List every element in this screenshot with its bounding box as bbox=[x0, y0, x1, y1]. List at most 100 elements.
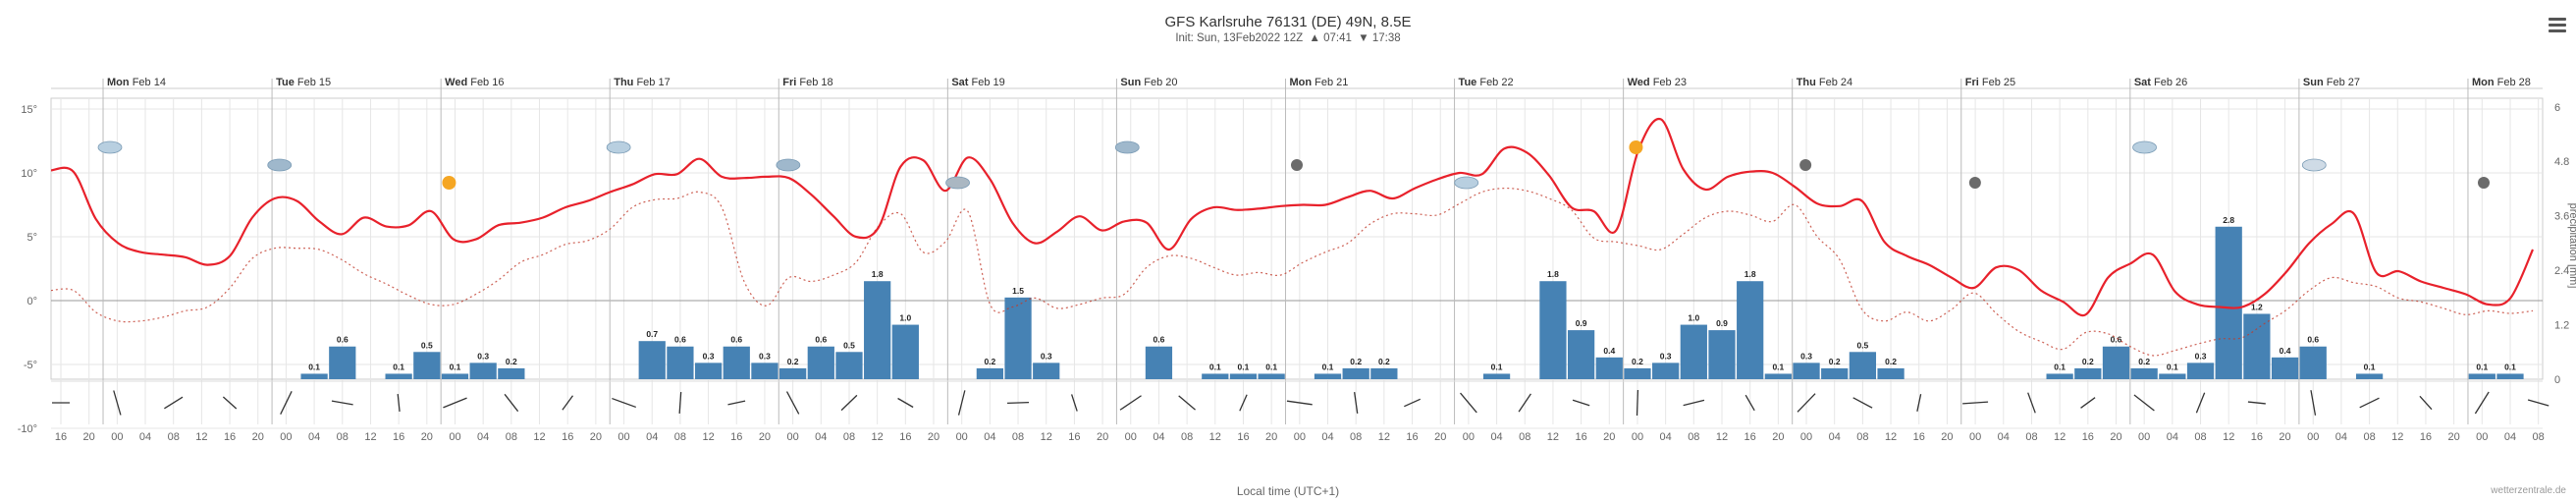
hour-tick-label: 16 bbox=[562, 431, 573, 443]
hour-tick-label: 08 bbox=[2363, 431, 2375, 443]
hour-tick-label: 20 bbox=[1941, 431, 1953, 443]
precip-bar bbox=[2299, 346, 2327, 379]
y-left-tick-label: 5° bbox=[27, 232, 37, 244]
precip-bar bbox=[1708, 330, 1736, 379]
precip-bar bbox=[1764, 373, 1792, 379]
hour-tick-label: 00 bbox=[2138, 431, 2150, 443]
hour-tick-label: 00 bbox=[956, 431, 968, 443]
day-label: Tue Feb 15 bbox=[276, 77, 331, 88]
precip-value-label: 0.9 bbox=[1576, 318, 1587, 328]
hour-tick-label: 08 bbox=[843, 431, 855, 443]
wind-barbs bbox=[51, 380, 2549, 417]
precip-value-label: 0.2 bbox=[2082, 357, 2094, 366]
hour-tick-label: 16 bbox=[1406, 431, 1418, 443]
precip-value-label: 0.1 bbox=[1209, 362, 1221, 371]
wind-barb-icon bbox=[2133, 394, 2155, 412]
precip-value-label: 0.1 bbox=[1238, 362, 1250, 371]
precip-bar bbox=[779, 367, 807, 379]
hour-tick-label: 04 bbox=[1153, 431, 1164, 443]
precip-value-label: 1.8 bbox=[872, 269, 884, 279]
fog-icon bbox=[945, 176, 970, 190]
hour-tick-label: 16 bbox=[2420, 431, 2432, 443]
precip-value-label: 0.2 bbox=[2138, 357, 2150, 366]
wind-barb-icon bbox=[897, 397, 914, 409]
y-right-tick-label: 0 bbox=[2554, 374, 2560, 386]
wind-barb-icon bbox=[443, 397, 467, 409]
hour-tick-label: 08 bbox=[1350, 431, 1362, 443]
rain-icon bbox=[267, 158, 293, 172]
day-label: Mon Feb 28 bbox=[2472, 77, 2531, 88]
precip-bar bbox=[1652, 363, 1680, 379]
precip-value-label: 0.2 bbox=[1885, 357, 1897, 366]
precip-bar bbox=[1229, 373, 1258, 379]
precip-value-label: 0.1 bbox=[1772, 362, 1784, 371]
snow-icon bbox=[2301, 158, 2327, 172]
day-label: Sat Feb 19 bbox=[951, 77, 1004, 88]
wind-barb-icon bbox=[785, 391, 800, 415]
cloud-icon bbox=[97, 140, 123, 154]
precip-bar bbox=[1737, 281, 1764, 379]
wind-barb-icon bbox=[504, 393, 519, 413]
precip-bar bbox=[864, 281, 891, 379]
sunset-time: 17:38 bbox=[1371, 32, 1401, 44]
precip-value-label: 0.2 bbox=[506, 357, 517, 366]
precip-bar bbox=[1145, 346, 1173, 379]
wind-barb-icon bbox=[1962, 401, 1989, 405]
hour-tick-label: 04 bbox=[1660, 431, 1672, 443]
precip-value-label: 0.2 bbox=[1829, 357, 1841, 366]
hour-tick-label: 20 bbox=[1434, 431, 1446, 443]
hour-tick-label: 04 bbox=[2167, 431, 2178, 443]
precip-value-label: 0.2 bbox=[1632, 357, 1643, 366]
day-label: Fri Feb 18 bbox=[782, 77, 832, 88]
precip-bar bbox=[1680, 324, 1707, 379]
rain-icon bbox=[1114, 140, 1140, 154]
y-axes: 15° 10° 5° 0° -5° -10° 6 4.8 3.6 2.4 1.2 0 precipita… bbox=[18, 102, 2576, 435]
precip-value-label: 0.6 bbox=[815, 335, 827, 345]
day-label: Wed Feb 23 bbox=[1628, 77, 1687, 88]
hour-tick-label: 12 bbox=[2391, 431, 2403, 443]
precip-bar bbox=[1539, 281, 1567, 379]
precip-value-label: 0.9 bbox=[1716, 318, 1728, 328]
hour-tick-label: 08 bbox=[337, 431, 349, 443]
chart-menu-button[interactable] bbox=[2549, 18, 2566, 33]
hour-tick-label: 00 bbox=[1294, 431, 1306, 443]
precip-value-label: 0.2 bbox=[1378, 357, 1390, 366]
hour-tick-label: 20 bbox=[252, 431, 264, 443]
precip-bar bbox=[891, 324, 919, 379]
dewpoint-line bbox=[50, 187, 2534, 357]
wind-barb-icon bbox=[2310, 390, 2317, 416]
precip-value-label: 0.1 bbox=[1265, 362, 1277, 371]
wind-barb-icon bbox=[678, 391, 682, 415]
wind-barb-icon bbox=[1916, 394, 1922, 412]
precip-value-label: 0.5 bbox=[1856, 340, 1868, 350]
hour-tick-label: 04 bbox=[477, 431, 489, 443]
y-right-tick-label: 3.6 bbox=[2554, 211, 2569, 223]
hour-tick-label: 04 bbox=[139, 431, 151, 443]
menu-icon bbox=[2549, 18, 2566, 21]
precip-bar bbox=[1314, 373, 1342, 379]
precip-bar bbox=[2215, 226, 2242, 379]
precip-bar bbox=[1033, 363, 1060, 379]
precip-value-label: 0.1 bbox=[450, 362, 461, 371]
wind-barb-icon bbox=[2419, 395, 2433, 411]
y-left-tick-label: 10° bbox=[21, 168, 37, 180]
sun-icon bbox=[1629, 140, 1643, 154]
precip-value-label: 0.3 bbox=[1660, 351, 1672, 361]
day-label: Sun Feb 27 bbox=[2303, 77, 2360, 88]
precip-value-label: 0.3 bbox=[759, 351, 771, 361]
wind-barb-icon bbox=[1178, 395, 1196, 411]
precip-value-label: 0.5 bbox=[421, 340, 433, 350]
day-label: Sat Feb 26 bbox=[2134, 77, 2187, 88]
hour-tick-label: 12 bbox=[1209, 431, 1221, 443]
wind-barb-icon bbox=[612, 397, 636, 409]
y-left-tick-label: 0° bbox=[27, 296, 37, 307]
precip-value-label: 0.3 bbox=[703, 351, 715, 361]
precip-value-label: 2.8 bbox=[2223, 215, 2234, 225]
hour-tick-label: 04 bbox=[1321, 431, 1333, 443]
wind-barb-icon bbox=[1460, 392, 1477, 414]
hour-tick-label: 16 bbox=[393, 431, 404, 443]
precip-bar bbox=[1849, 352, 1877, 379]
wind-barb-icon bbox=[1683, 399, 1705, 407]
hour-tick-label: 04 bbox=[2335, 431, 2347, 443]
